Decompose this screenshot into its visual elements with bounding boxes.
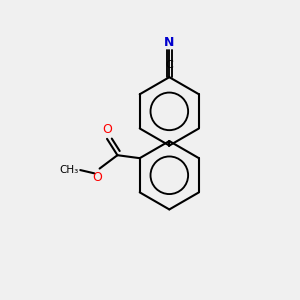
Text: CH₃: CH₃ — [59, 165, 79, 175]
Text: N: N — [164, 36, 175, 49]
Text: C: C — [165, 60, 173, 70]
Text: O: O — [102, 124, 112, 136]
Text: O: O — [92, 171, 102, 184]
